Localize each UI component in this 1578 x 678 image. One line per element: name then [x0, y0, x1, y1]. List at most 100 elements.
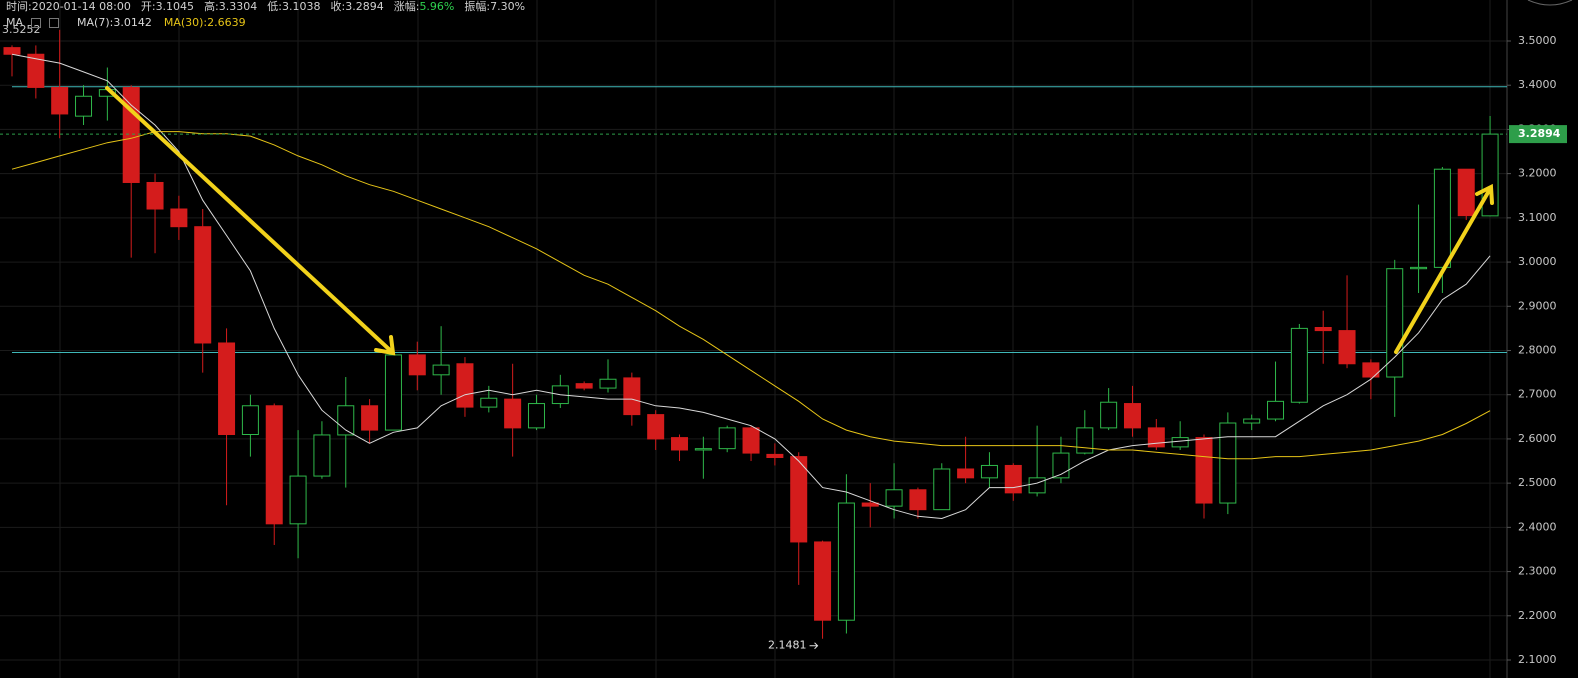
candle-body — [289, 475, 307, 525]
candle-body — [718, 427, 736, 450]
indicator-label: MA — [6, 16, 24, 29]
header-item: 收:3.2894 — [331, 0, 384, 14]
header-item: 开:3.1045 — [141, 0, 194, 14]
y-tick-label: 2.4000 — [1518, 520, 1557, 533]
candle-body — [599, 378, 617, 389]
min-arrow — [809, 642, 819, 650]
header-label: 涨幅: — [393, 0, 420, 13]
candle-body — [1028, 477, 1046, 494]
header-value: 3.1038 — [282, 0, 321, 13]
candle-body — [361, 405, 379, 431]
candle-body — [790, 456, 808, 543]
legend-name: MA(7): — [77, 16, 114, 29]
arrow-head — [374, 335, 396, 356]
header-value: 3.3304 — [218, 0, 258, 13]
y-tick-label: 2.3000 — [1518, 565, 1557, 578]
max-label: 3.5252 — [2, 23, 41, 36]
candle-body — [837, 502, 855, 621]
y-tick-label: 3.2000 — [1518, 167, 1557, 180]
candle-body — [51, 86, 69, 115]
candle-body — [1004, 464, 1022, 494]
candle-body — [742, 427, 760, 454]
candle-body — [241, 405, 259, 436]
candle-body — [1147, 427, 1165, 448]
candle-body — [1481, 133, 1499, 217]
y-tick-label: 3.4000 — [1518, 78, 1557, 91]
candle-body — [1243, 418, 1261, 424]
header-label: 振幅: — [464, 0, 491, 13]
candle-body — [3, 47, 21, 55]
candle-body — [1171, 437, 1189, 448]
close-icon[interactable] — [49, 18, 60, 28]
last-price-label: 3.2894 — [1518, 127, 1561, 140]
candle-body — [909, 489, 927, 511]
candle-body — [694, 448, 712, 451]
header-item: 涨幅:5.96% — [394, 0, 455, 14]
candle-body — [75, 95, 93, 117]
candle-body — [408, 354, 426, 376]
min-label: 2.1481 — [768, 639, 807, 652]
candle-body — [337, 405, 355, 436]
candle-body — [671, 437, 689, 451]
last-price-tag — [1509, 125, 1567, 144]
header-label: 低: — [267, 0, 282, 13]
candle-body — [1457, 168, 1475, 217]
candle-body — [1219, 422, 1237, 504]
y-tick-label: 2.1000 — [1518, 653, 1557, 666]
candle-body — [814, 541, 832, 621]
candle-body — [957, 468, 975, 479]
y-tick-label: 2.6000 — [1518, 432, 1557, 445]
candle-body — [861, 502, 879, 507]
candle-body — [623, 377, 641, 416]
candle-body — [456, 363, 474, 408]
candle-body — [885, 489, 903, 507]
corner-icon — [1527, 0, 1573, 6]
header-item: 振幅:7.30% — [464, 0, 525, 14]
candle-body — [1338, 330, 1356, 365]
candle-body — [27, 53, 45, 88]
header-item: 低:3.1038 — [267, 0, 320, 14]
candle-body — [384, 354, 402, 431]
header: 时间:2020-01-14 08:00 开:3.1045 高:3.3304 低:3.1… — [6, 0, 525, 14]
candle-body — [933, 468, 951, 511]
header-value: 3.2894 — [345, 0, 384, 13]
arrow — [1394, 187, 1492, 354]
annotation-arrows — [105, 86, 1494, 356]
candle-body — [527, 403, 545, 429]
settings-icon[interactable] — [31, 18, 42, 28]
header-label: 高: — [204, 0, 219, 13]
arrow-head — [1475, 183, 1494, 205]
candle-body — [766, 453, 784, 458]
y-tick-label: 2.7000 — [1518, 388, 1557, 401]
candle-body — [480, 397, 498, 408]
y-tick-label: 3.0000 — [1518, 255, 1557, 268]
candle-body — [194, 226, 212, 344]
legend-name: MA(30): — [163, 16, 208, 29]
candle-body — [146, 181, 164, 210]
candle-body — [432, 364, 450, 376]
candle-body — [170, 208, 188, 228]
ma-line — [11, 53, 1491, 520]
candle-body — [265, 405, 283, 525]
header-value: 2020-01-14 08:00 — [31, 0, 131, 13]
y-tick-label: 2.2000 — [1518, 609, 1557, 622]
legend-item: MA(30):2.6639 — [164, 16, 246, 30]
header-item: 高:3.3304 — [204, 0, 257, 14]
arrow — [105, 86, 394, 354]
legend-value: 3.0142 — [113, 16, 152, 29]
legend-value: 2.6639 — [207, 16, 246, 29]
header-value: 5.96% — [419, 0, 455, 13]
labels: 2.1000 2.2000 2.3000 2.4000 2.5000 2.6000 2.70… — [2, 23, 1567, 666]
candle-body — [647, 414, 665, 440]
y-tick-label: 2.8000 — [1518, 343, 1557, 356]
y-tick-label: 3.1000 — [1518, 211, 1557, 224]
header-item: 时间:2020-01-14 08:00 — [6, 0, 131, 14]
candle-body — [1100, 401, 1118, 429]
header-value: 7.30% — [490, 0, 526, 13]
candle-body — [1290, 327, 1308, 403]
candle-body — [1362, 362, 1380, 378]
candle-body — [1433, 168, 1451, 268]
candle-body — [1195, 437, 1213, 504]
